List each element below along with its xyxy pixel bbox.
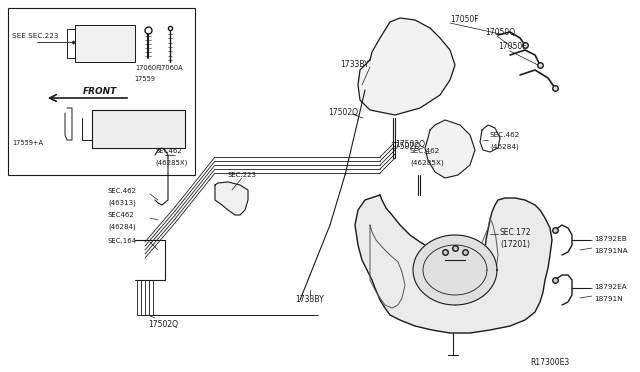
Polygon shape [358,18,455,115]
Text: (46313): (46313) [108,199,136,205]
Text: 17502Q: 17502Q [395,140,425,149]
Text: R17300E3: R17300E3 [530,358,569,367]
Text: 17060F: 17060F [136,65,161,71]
Text: FRONT: FRONT [83,87,117,96]
Text: SEC.462: SEC.462 [410,148,440,154]
Text: SEC.164: SEC.164 [108,238,137,244]
Polygon shape [215,182,248,215]
Bar [8,8,195,175]
Text: SEC462: SEC462 [155,148,182,154]
Polygon shape [75,25,135,62]
Text: 18791NA: 18791NA [594,248,628,254]
Text: 17559: 17559 [134,76,156,82]
Text: SEC.462: SEC.462 [490,132,520,138]
Text: SEC.172: SEC.172 [500,228,531,237]
Text: SEC.223: SEC.223 [228,172,257,178]
Text: (46284): (46284) [108,223,136,230]
Text: 18792EB: 18792EB [594,236,627,242]
Polygon shape [413,235,497,305]
Text: SEC462: SEC462 [108,212,135,218]
Text: (46285X): (46285X) [410,159,444,166]
Text: 17502Q: 17502Q [390,142,420,151]
Text: 17050F: 17050F [498,42,527,51]
Text: 1733BY: 1733BY [295,295,324,304]
Text: (46285X): (46285X) [155,159,188,166]
Text: 17050F: 17050F [450,15,479,24]
Text: 18792EA: 18792EA [594,284,627,290]
Polygon shape [92,110,185,148]
Text: 17502Q: 17502Q [148,320,178,329]
Text: 17050Q: 17050Q [485,28,515,37]
Text: 17060A: 17060A [157,65,183,71]
Text: 18791N: 18791N [594,296,623,302]
Polygon shape [425,120,475,178]
Text: (17201): (17201) [500,240,530,249]
Text: SEC.462: SEC.462 [108,188,137,194]
Text: SEE SEC.223: SEE SEC.223 [12,33,58,39]
Text: 17502Q: 17502Q [328,108,358,117]
Text: 1733BY: 1733BY [340,60,369,69]
Polygon shape [355,195,552,333]
Text: 17559+A: 17559+A [12,140,43,146]
Text: (46284): (46284) [490,143,519,150]
